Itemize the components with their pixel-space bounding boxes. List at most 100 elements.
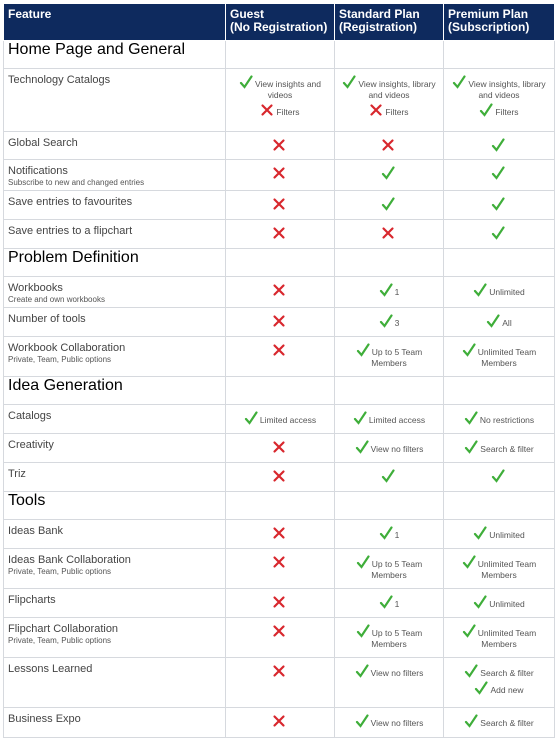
availability-item (230, 343, 330, 358)
check-icon (356, 343, 370, 357)
availability-item (230, 197, 330, 212)
feature-cell: Number of tools (3, 307, 226, 337)
table-body: Home Page and General Technology Catalogs… (3, 40, 555, 738)
cross-icon (273, 284, 285, 296)
check-icon (353, 411, 367, 425)
plan-cell (225, 588, 335, 618)
check-icon (381, 469, 395, 483)
plan-cell: View no filters (334, 657, 444, 708)
plan-cell: 1 (334, 276, 444, 308)
availability-text: Unlimited (489, 287, 525, 297)
availability-text: View no filters (370, 668, 424, 678)
availability-item: Search & filter (448, 664, 550, 679)
section-title: Tools (3, 491, 226, 520)
availability-item (448, 469, 550, 484)
availability-item: Limited access (339, 411, 439, 426)
feature-note: Private, Team, Public options (8, 636, 112, 645)
plan-cell: 1 (334, 519, 444, 549)
feature-row: Save entries to a flipchart (3, 219, 555, 249)
section-row: Problem Definition (3, 248, 555, 277)
availability-text: Unlimited Team Members (477, 347, 537, 368)
cross-icon (370, 104, 383, 116)
feature-row: Workbook Collaboration Private, Team, Pub… (3, 336, 555, 377)
feature-name: Save entries to a flipchart (8, 225, 133, 237)
plan-cell (443, 131, 555, 160)
check-icon (465, 714, 478, 728)
feature-row: Creativity View no filters Search & filter (3, 433, 555, 463)
feature-cell: Workbooks Create and own workbooks (3, 276, 226, 308)
column-subtitle: (Subscription) (448, 20, 530, 34)
feature-cell: Flipcharts (3, 588, 226, 618)
section-row: Idea Generation (3, 376, 555, 405)
plan-cell (334, 219, 444, 249)
feature-note: Create and own workbooks (8, 295, 105, 304)
column-header: Standard Plan (Registration) (334, 3, 444, 41)
availability-item (230, 624, 330, 639)
check-icon (487, 314, 500, 328)
section-cell (334, 376, 444, 405)
availability-text: Up to 5 Team Members (371, 347, 423, 368)
feature-name: Number of tools (8, 313, 86, 325)
cross-icon (273, 556, 285, 568)
availability-item (230, 138, 330, 153)
check-icon (355, 440, 369, 454)
availability-text: Search & filter (480, 718, 534, 728)
plan-cell: Unlimited (443, 276, 555, 308)
cross-icon (273, 596, 285, 608)
plan-cell: Up to 5 Team Members (334, 617, 444, 658)
feature-cell: Global Search (3, 131, 226, 160)
check-icon (474, 283, 487, 297)
feature-cell: Save entries to a flipchart (3, 219, 226, 249)
feature-name: Notifications (8, 165, 68, 177)
availability-item (448, 226, 550, 241)
plan-cell (225, 519, 335, 549)
check-icon (343, 75, 356, 89)
availability-item: Up to 5 Team Members (339, 624, 439, 650)
availability-item (230, 226, 330, 241)
feature-cell: Creativity (3, 433, 226, 463)
plan-cell: Limited access (334, 404, 444, 434)
section-cell (443, 491, 555, 520)
column-title: Standard Plan (339, 7, 420, 21)
section-row: Home Page and General (3, 40, 555, 69)
plan-cell (225, 617, 335, 658)
availability-text: View no filters (370, 718, 424, 728)
availability-text: All (502, 318, 512, 328)
feature-row: Flipcharts 1 Unlimited (3, 588, 555, 618)
availability-item (230, 283, 330, 298)
check-icon (475, 681, 489, 695)
header-row: Feature Guest (No Registration) Standard Pl… (3, 3, 555, 41)
column-header: Premium Plan (Subscription) (443, 3, 555, 41)
plan-cell: Search & filter Add new (443, 657, 555, 708)
availability-text: Filters (495, 107, 519, 117)
availability-text: 3 (394, 318, 400, 328)
plan-cell (334, 190, 444, 220)
check-icon (474, 526, 487, 540)
feature-cell: Ideas Bank Collaboration Private, Team, P… (3, 548, 226, 589)
availability-item: View no filters (339, 440, 439, 455)
check-icon (491, 197, 505, 211)
plan-cell (225, 131, 335, 160)
feature-row: Workbooks Create and own workbooks 1 Unlimi… (3, 276, 555, 308)
availability-item: 1 (339, 526, 439, 541)
availability-text: View no filters (370, 444, 424, 454)
availability-item: Limited access (230, 411, 330, 426)
check-icon (462, 555, 476, 569)
check-icon (491, 469, 505, 483)
check-icon (379, 283, 393, 297)
availability-item: Unlimited Team Members (448, 555, 550, 581)
section-cell (225, 491, 335, 520)
availability-item: 1 (339, 283, 439, 298)
availability-text: Limited access (368, 415, 426, 425)
availability-item (230, 166, 330, 181)
availability-text: Filters (276, 107, 300, 117)
plan-cell: View insights, library and videos Filters (334, 68, 444, 132)
feature-note: Subscribe to new and changed entries (8, 178, 145, 187)
column-subtitle: (No Registration) (230, 20, 328, 34)
cross-icon (273, 441, 285, 453)
availability-item: View no filters (339, 664, 439, 679)
availability-item (230, 714, 330, 729)
plan-cell (334, 462, 444, 492)
check-icon (381, 166, 395, 180)
